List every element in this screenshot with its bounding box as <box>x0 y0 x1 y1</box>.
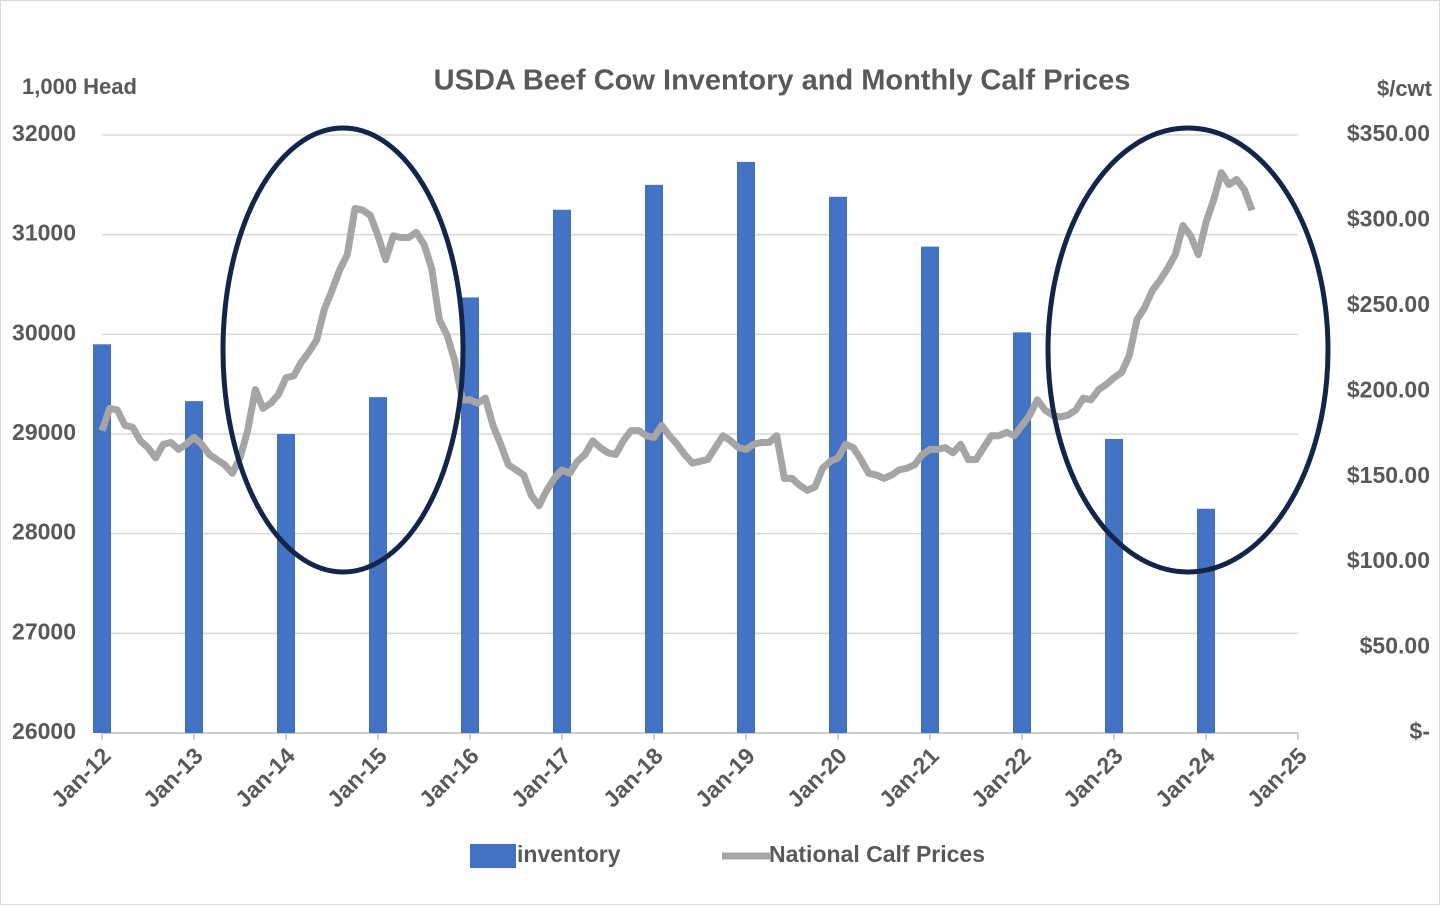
bar <box>277 434 295 733</box>
highlight-ellipse <box>1045 125 1331 575</box>
highlight-ellipse <box>220 125 466 575</box>
y-tick-label: 28000 <box>12 519 76 545</box>
bar <box>645 184 663 734</box>
bar <box>921 246 939 734</box>
legend-label: National Calf Prices <box>769 841 985 867</box>
bar <box>93 344 111 733</box>
y2-tick-label: $100.00 <box>1347 547 1430 573</box>
bar <box>185 401 203 733</box>
marks <box>93 161 1256 734</box>
y2-tick-label: $50.00 <box>1360 633 1430 659</box>
bar <box>1197 508 1215 733</box>
y-tick-label: 32000 <box>12 120 76 146</box>
y2-tick-label: $150.00 <box>1347 462 1430 488</box>
bar <box>829 196 847 733</box>
grid <box>101 134 1299 740</box>
bar <box>1105 438 1123 733</box>
legend-label: inventory <box>517 841 621 867</box>
y2-tick-label: $250.00 <box>1347 291 1430 317</box>
y-tick-label: 29000 <box>12 419 76 445</box>
y-tick-label: 26000 <box>12 718 76 744</box>
bar <box>461 297 479 733</box>
y-tick-label: 30000 <box>12 319 76 345</box>
y2-tick-label: $350.00 <box>1347 120 1430 146</box>
legend-swatch <box>470 844 516 868</box>
y2-tick-label: $200.00 <box>1347 376 1430 402</box>
y2-tick-label: $300.00 <box>1347 206 1430 232</box>
y-tick-label: 31000 <box>12 220 76 246</box>
bar <box>1013 332 1031 733</box>
chart-title: USDA Beef Cow Inventory and Monthly Calf… <box>434 65 1131 97</box>
y-tick-label: 27000 <box>12 618 76 644</box>
y2-axis-title: $/cwt <box>1377 76 1433 101</box>
line <box>98 169 1256 510</box>
y2-tick-label: $- <box>1410 718 1430 744</box>
y-axis-title: 1,000 Head <box>22 74 137 99</box>
